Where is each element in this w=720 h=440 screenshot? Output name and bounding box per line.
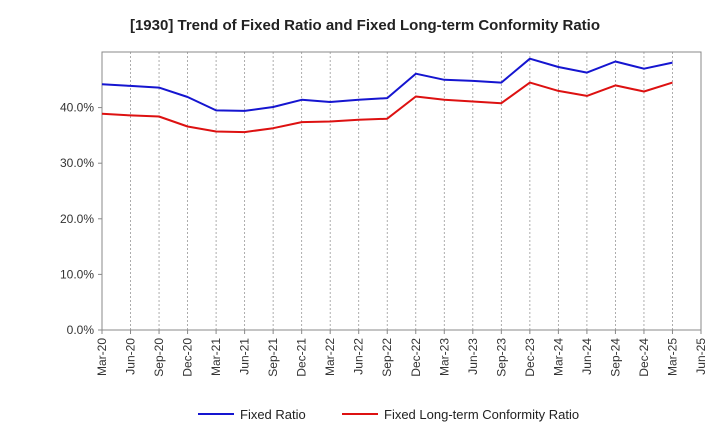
x-tick-label: Sep-22 (380, 338, 394, 377)
x-tick-label: Sep-20 (152, 338, 166, 377)
x-tick-label: Mar-24 (551, 338, 565, 376)
x-tick-label: Dec-22 (409, 338, 423, 377)
legend-label-fixed-long-term-conformity-ratio: Fixed Long-term Conformity Ratio (384, 407, 579, 422)
y-tick-label: 20.0% (60, 212, 94, 226)
legend-label-fixed-ratio: Fixed Ratio (240, 407, 306, 422)
x-tick-label: Dec-23 (523, 338, 537, 377)
y-tick-labels: 0.0% 10.0% 20.0% 30.0% 40.0% (60, 101, 102, 337)
x-tick-label: Dec-24 (637, 338, 651, 377)
y-tick-label: 30.0% (60, 156, 94, 170)
chart-title: [1930] Trend of Fixed Ratio and Fixed Lo… (130, 17, 600, 34)
x-tick-label: Jun-24 (580, 338, 594, 375)
x-tick-label: Jun-21 (238, 338, 252, 375)
x-tick-label: Dec-21 (295, 338, 309, 377)
x-tick-label: Dec-20 (181, 338, 195, 377)
x-tick-label: Sep-21 (266, 338, 280, 377)
x-tick-label: Jun-20 (124, 338, 138, 375)
x-tick-label: Jun-25 (694, 338, 708, 375)
x-tick-label: Jun-23 (466, 338, 480, 375)
axis-layer (101, 51, 702, 331)
x-tick-label: Mar-21 (209, 338, 223, 376)
y-tick-label: 10.0% (60, 267, 94, 281)
legend: Fixed Ratio Fixed Long-term Conformity R… (198, 407, 579, 422)
x-tick-label: Mar-22 (323, 338, 337, 376)
x-tick-labels: Mar-20 Jun-20 Sep-20 Dec-20 Mar-21 Jun-21 Sep-… (95, 330, 708, 377)
x-tick-label: Sep-23 (494, 338, 508, 377)
x-tick-label: Mar-25 (665, 338, 679, 376)
series-layer (101, 57, 673, 134)
y-tick-label: 0.0% (67, 323, 95, 337)
y-tick-label: 40.0% (60, 101, 94, 115)
x-tick-label: Mar-20 (95, 338, 109, 376)
x-tick-label: Sep-24 (608, 338, 622, 377)
x-tick-label: Jun-22 (352, 338, 366, 375)
x-tick-label: Mar-23 (437, 338, 451, 376)
plot-area-border (101, 51, 702, 331)
